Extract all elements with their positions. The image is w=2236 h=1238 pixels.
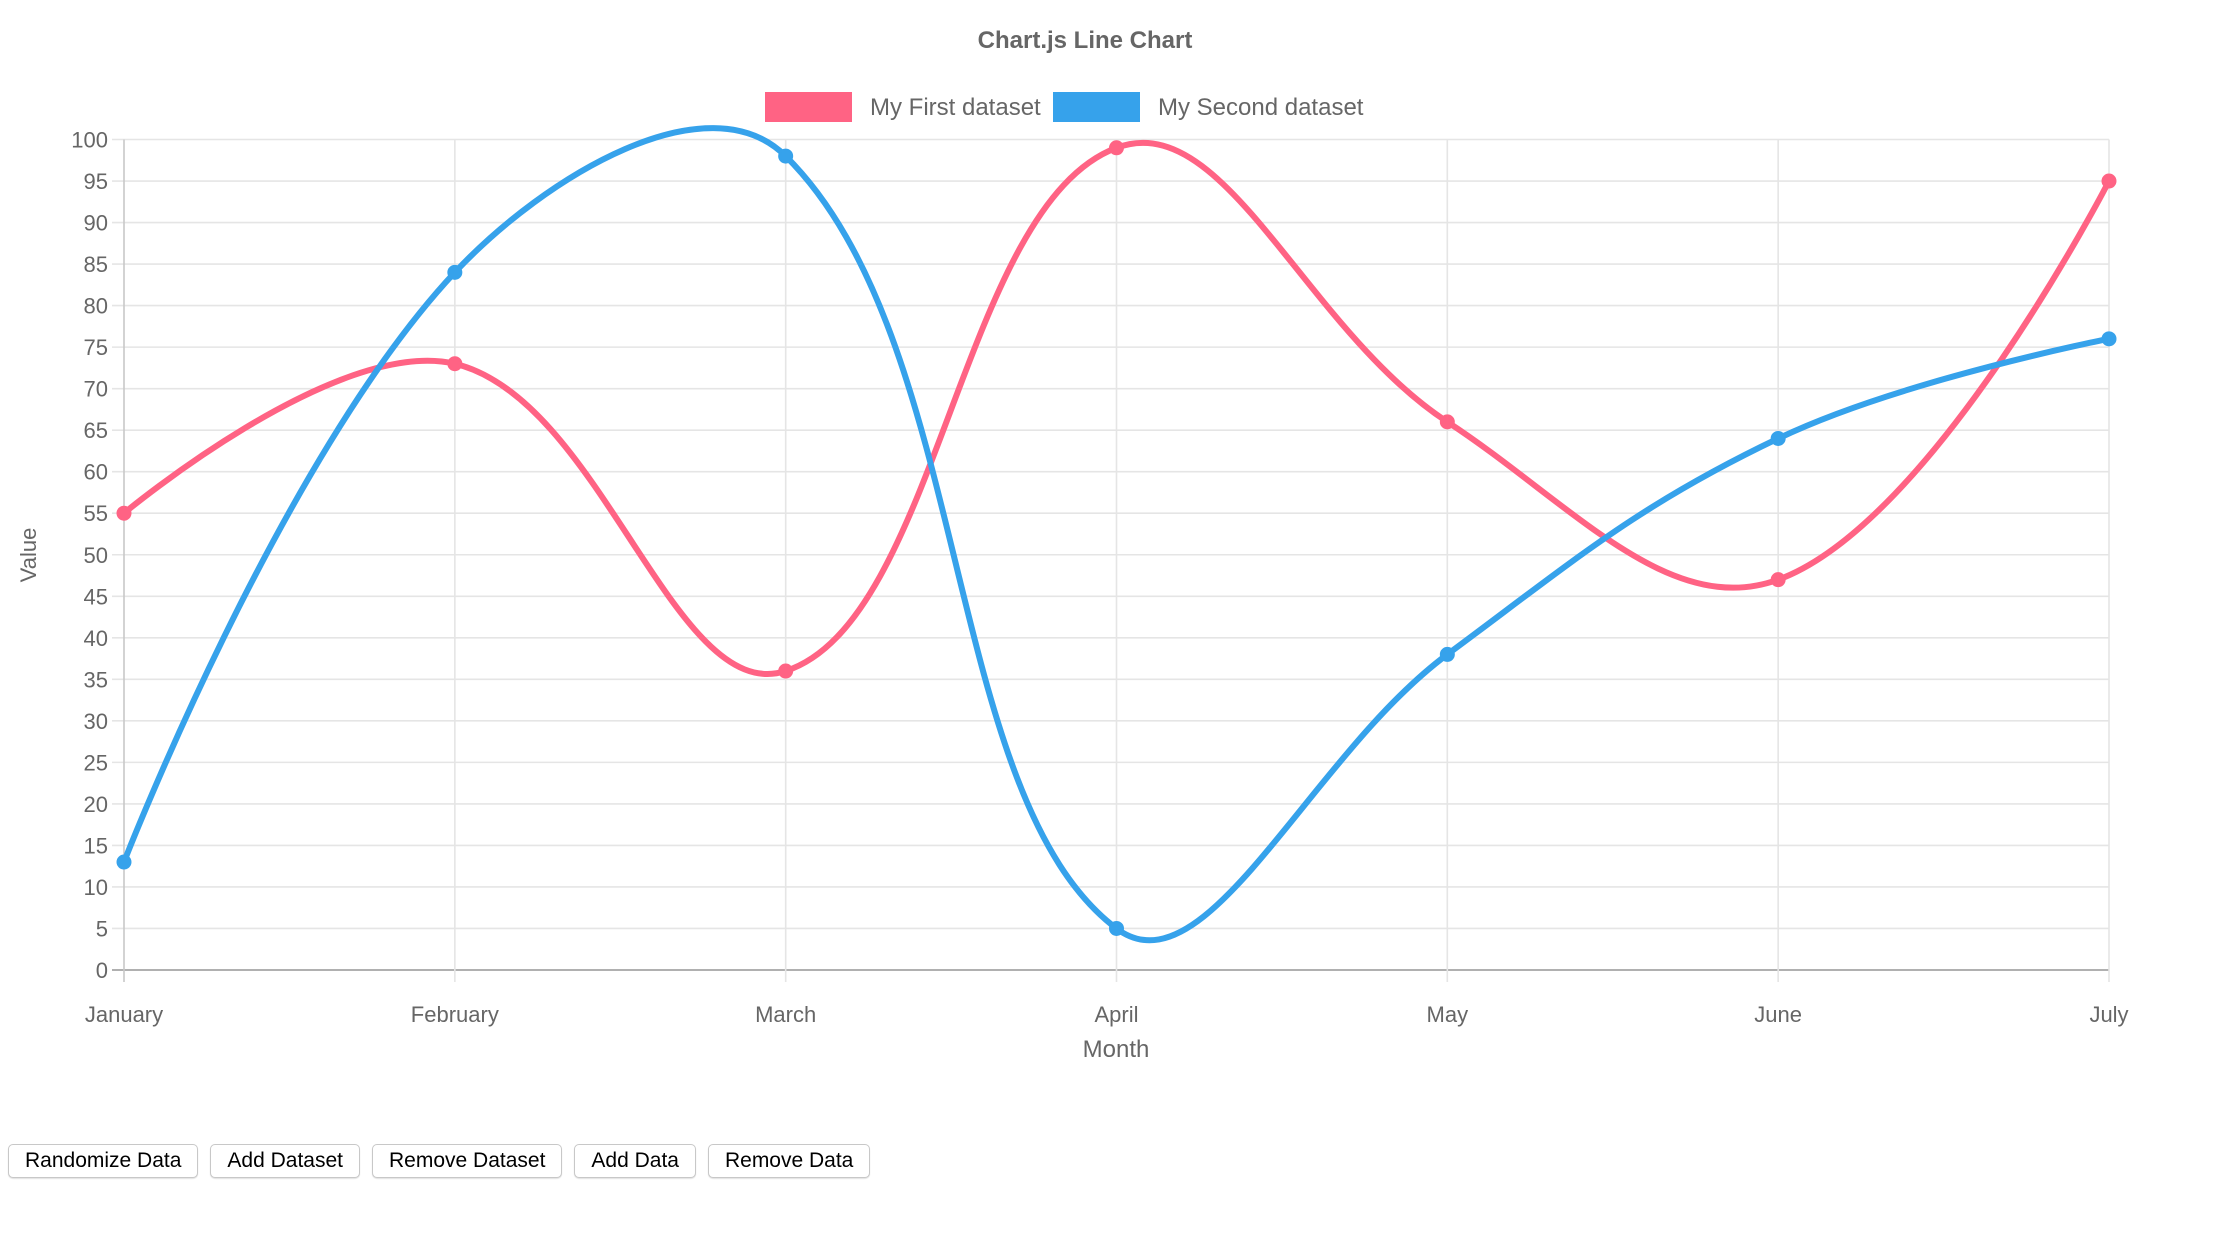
- legend-label: My First dataset: [870, 94, 1041, 121]
- y-tick-label: 40: [84, 626, 108, 651]
- remove-data-button[interactable]: Remove Data: [707, 1144, 871, 1178]
- series-2: [116, 125, 2117, 944]
- chart-canvas: Chart.js Line Chart My First dataset My S…: [16, 27, 2129, 1063]
- x-tick-label: May: [1427, 1002, 1469, 1027]
- legend-label: My Second dataset: [1158, 94, 1364, 121]
- data-point-icon[interactable]: [778, 663, 794, 679]
- y-axis-ticks: 0 5 10 15 20 25 30 35 40 45 50 55 60 65 70 75 80 85 90 95 10…: [71, 128, 108, 984]
- data-point-icon[interactable]: [116, 505, 132, 521]
- legend-item-1[interactable]: My First dataset: [765, 92, 1041, 122]
- y-tick-label: 70: [84, 377, 108, 402]
- add-dataset-button[interactable]: Add Dataset: [210, 1144, 360, 1178]
- x-axis-label: Month: [1083, 1036, 1150, 1063]
- series-1: [116, 139, 2117, 679]
- data-point-icon[interactable]: [2101, 331, 2117, 347]
- y-tick-label: 90: [84, 211, 108, 236]
- data-point-icon[interactable]: [1109, 140, 1124, 156]
- data-point-icon[interactable]: [447, 356, 463, 372]
- chart-toolbar: Randomize Data Add Dataset Remove Datase…: [8, 1144, 871, 1178]
- line-chart: Chart.js Line Chart My First dataset My S…: [16, 27, 2129, 1063]
- y-axis-label: Value: [16, 528, 41, 583]
- x-tick-label: February: [411, 1002, 499, 1027]
- y-tick-label: 85: [84, 252, 108, 277]
- y-tick-label: 65: [84, 418, 108, 443]
- y-tick-label: 0: [96, 958, 108, 983]
- y-tick-label: 30: [84, 709, 108, 734]
- data-point-icon[interactable]: [2101, 173, 2117, 189]
- randomize-data-button[interactable]: Randomize Data: [8, 1144, 199, 1178]
- y-tick-label: 25: [84, 750, 108, 775]
- remove-dataset-button[interactable]: Remove Dataset: [372, 1144, 563, 1178]
- add-data-button[interactable]: Add Data: [574, 1144, 696, 1178]
- data-point-icon[interactable]: [1109, 920, 1124, 936]
- data-point-icon[interactable]: [1439, 646, 1455, 662]
- y-tick-label: 35: [84, 667, 108, 692]
- data-point-icon[interactable]: [447, 264, 463, 280]
- data-point-icon[interactable]: [1439, 414, 1455, 430]
- chart-series: [116, 125, 2117, 944]
- series-line: [121, 125, 2112, 944]
- legend-item-2[interactable]: My Second dataset: [1053, 92, 1364, 122]
- x-tick-label: April: [1094, 1002, 1138, 1027]
- chart-grid: [112, 138, 2110, 982]
- y-tick-label: 20: [84, 792, 108, 817]
- y-tick-label: 50: [84, 543, 108, 568]
- y-tick-label: 80: [84, 294, 108, 319]
- data-point-icon[interactable]: [778, 148, 794, 164]
- y-tick-label: 75: [84, 335, 108, 360]
- legend-swatch-icon: [1053, 92, 1140, 122]
- x-tick-label: March: [755, 1002, 816, 1027]
- y-tick-label: 45: [84, 584, 108, 609]
- y-tick-label: 10: [84, 875, 108, 900]
- data-point-icon[interactable]: [1770, 430, 1786, 446]
- y-tick-label: 55: [84, 501, 108, 526]
- x-tick-label: July: [2089, 1002, 2128, 1027]
- y-tick-label: 100: [71, 128, 108, 153]
- y-tick-label: 95: [84, 169, 108, 194]
- data-point-icon[interactable]: [1770, 572, 1786, 588]
- x-tick-label: June: [1754, 1002, 1802, 1027]
- y-tick-label: 5: [96, 916, 108, 941]
- legend-swatch-icon: [765, 92, 852, 122]
- x-axis-ticks: January February March April May June July: [85, 1002, 2129, 1027]
- y-tick-label: 60: [84, 460, 108, 485]
- data-point-icon[interactable]: [116, 854, 132, 870]
- x-tick-label: January: [85, 1002, 163, 1027]
- chart-title: Chart.js Line Chart: [978, 27, 1193, 54]
- y-tick-label: 15: [84, 833, 108, 858]
- chart-legend: My First dataset My Second dataset: [765, 92, 1364, 122]
